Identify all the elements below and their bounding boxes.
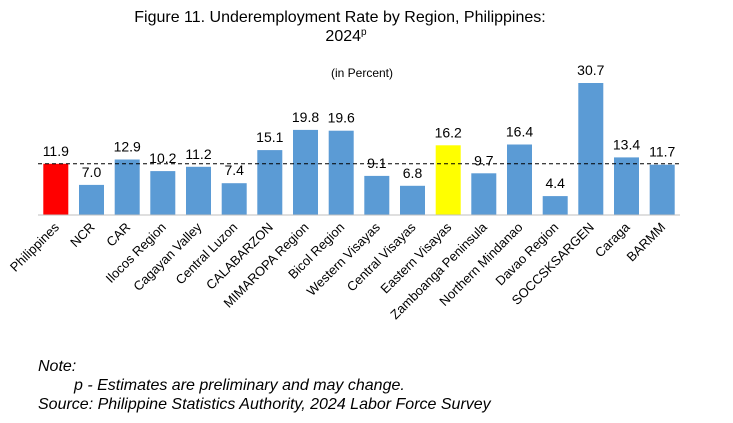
bar-car <box>114 159 140 215</box>
value-label: 12.9 <box>114 139 141 155</box>
notes-block: Note: p - Estimates are preliminary and … <box>38 357 491 414</box>
category-label: NCR <box>67 220 98 251</box>
bar-ilocos-region <box>150 171 176 215</box>
bar-soccsksargen <box>578 83 604 215</box>
value-label: 9.1 <box>367 155 387 171</box>
value-label: 13.4 <box>613 136 640 152</box>
value-label: 7.4 <box>224 162 244 178</box>
bar-central-visayas <box>400 185 425 215</box>
bar-barmm <box>649 164 675 215</box>
note-label: Note: <box>38 358 77 375</box>
value-label: 19.8 <box>292 109 319 125</box>
bar-ncr <box>79 184 104 215</box>
bar-bicol-region <box>328 130 354 215</box>
bar-northern-mindanao <box>507 144 532 215</box>
bar-calabarzon <box>257 150 283 215</box>
bar-eastern-visayas <box>435 145 461 215</box>
bar-western-visayas <box>364 175 390 215</box>
title-year: 2024 <box>325 28 361 45</box>
category-label: BARMM <box>623 220 668 265</box>
bar-mimaropa-region <box>293 129 318 215</box>
value-label: 10.2 <box>149 150 176 166</box>
bar-caraga <box>614 157 639 215</box>
plot-area: 11.9 7.0 12.9 10.2 11.2 7.4 15.1 19.8 19.6 9.1 6.8… <box>7 62 680 322</box>
category-label: Philippines <box>7 219 62 274</box>
title-superscript: p <box>361 27 367 38</box>
chart-title: Figure 11. Underemployment Rate by Regio… <box>134 9 545 26</box>
value-label: 16.4 <box>506 124 533 140</box>
value-label: 11.2 <box>185 146 211 162</box>
bar-zamboanga-peninsula <box>471 173 497 215</box>
value-label: 6.8 <box>403 165 423 181</box>
value-label: 16.2 <box>435 124 462 140</box>
bar-cagayan-valley <box>186 166 211 215</box>
value-label: 11.9 <box>43 143 69 159</box>
bar-davao-region <box>542 196 568 215</box>
value-label: 15.1 <box>256 129 283 145</box>
value-label: 9.7 <box>474 152 494 168</box>
value-label: 30.7 <box>577 62 604 78</box>
value-label: 7.0 <box>82 164 102 180</box>
preliminary-note: p - Estimates are preliminary and may ch… <box>74 377 405 394</box>
source-note: Source: Philippine Statistics Authority,… <box>38 396 491 413</box>
unit-label: (in Percent) <box>331 66 393 80</box>
bar-philippines <box>43 163 69 215</box>
bar-central-luzon <box>221 183 247 215</box>
chart-title-year: 2024p <box>325 27 367 45</box>
category-label: CAR <box>103 220 133 250</box>
value-label: 19.6 <box>328 110 355 126</box>
value-label: 4.4 <box>545 175 565 191</box>
value-label: 11.7 <box>649 144 675 160</box>
